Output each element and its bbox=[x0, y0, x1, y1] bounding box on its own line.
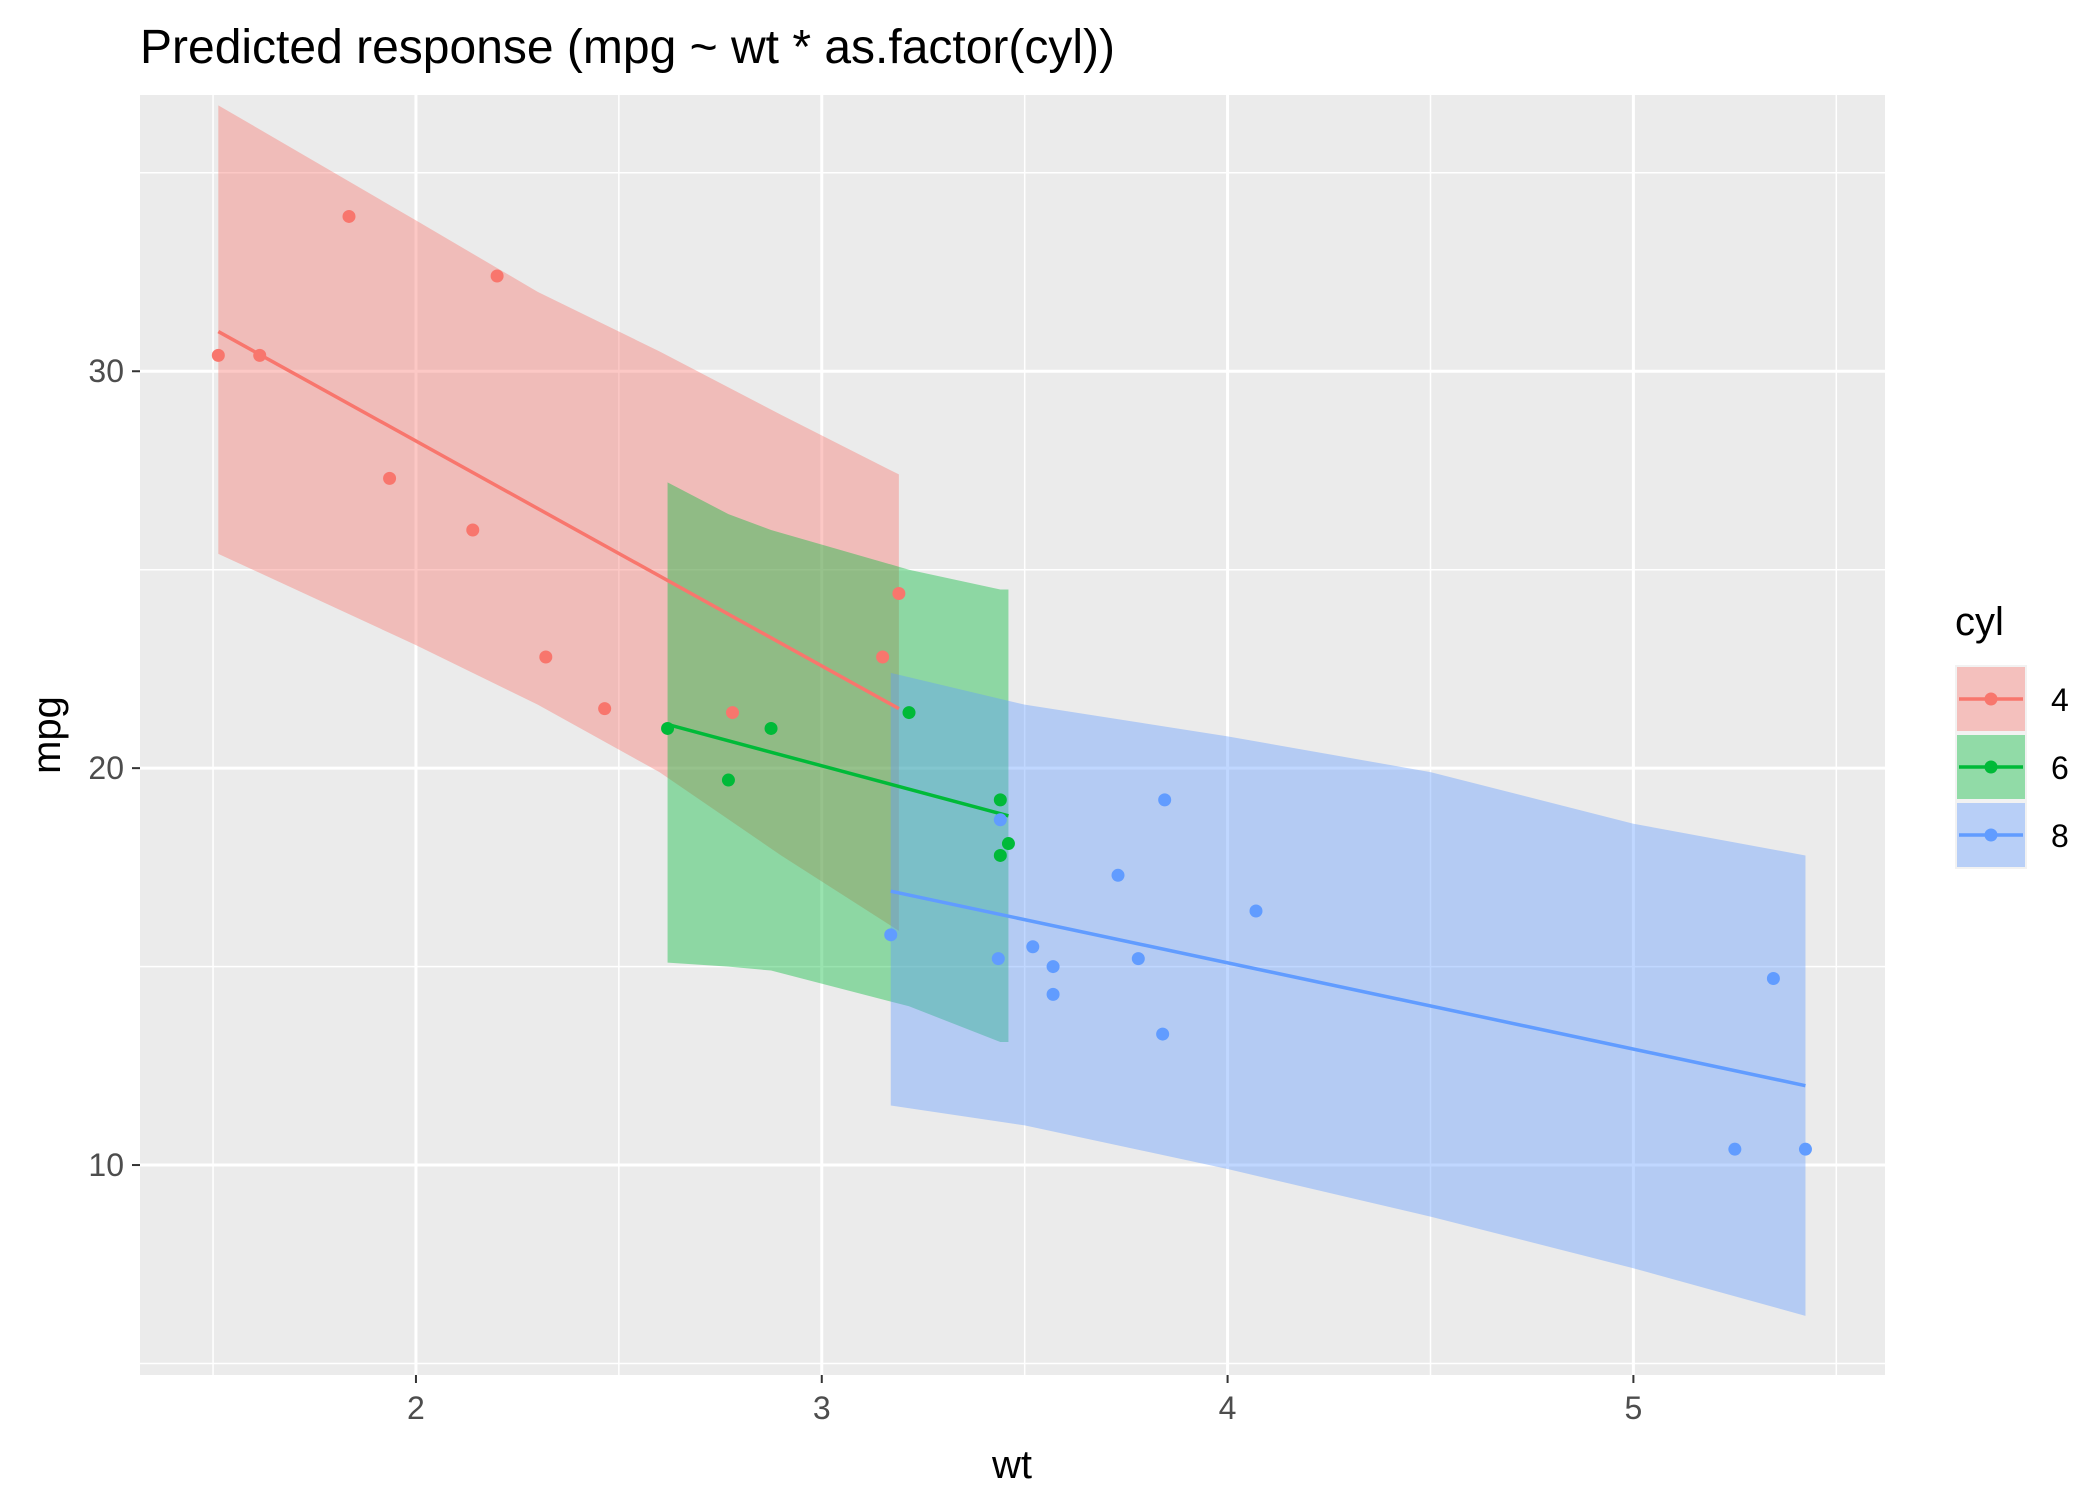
data-point-cyl-8 bbox=[1131, 952, 1145, 966]
confidence-band-cyl-6 bbox=[667, 482, 1009, 1043]
data-point-cyl-8 bbox=[1156, 1027, 1170, 1041]
legend: cyl 4 6 8 bbox=[1955, 600, 2069, 869]
data-points bbox=[211, 209, 1812, 1156]
data-point-cyl-4 bbox=[342, 209, 356, 223]
data-point-cyl-4 bbox=[892, 587, 906, 601]
data-point-cyl-4 bbox=[539, 650, 553, 664]
fit-line-cyl-8 bbox=[890, 889, 1806, 1088]
legend-title: cyl bbox=[1955, 600, 2004, 644]
data-point-cyl-8 bbox=[1798, 1142, 1812, 1156]
y-tick-label: 20 bbox=[88, 750, 124, 786]
x-tick-label: 5 bbox=[1624, 1390, 1642, 1426]
data-point-cyl-6 bbox=[721, 773, 735, 787]
legend-label-cyl-8: 8 bbox=[2051, 818, 2069, 854]
data-point-cyl-6 bbox=[764, 721, 778, 735]
data-point-cyl-8 bbox=[1046, 987, 1060, 1001]
data-point-cyl-6 bbox=[993, 793, 1007, 807]
data-point-cyl-6 bbox=[661, 721, 675, 735]
x-tick-label: 2 bbox=[407, 1390, 425, 1426]
x-axis-title: wt bbox=[991, 1443, 1032, 1487]
data-point-cyl-6 bbox=[902, 706, 916, 720]
y-tick-label: 10 bbox=[88, 1147, 124, 1183]
plot-panel bbox=[140, 95, 1885, 1375]
legend-label-cyl-4: 4 bbox=[2051, 682, 2069, 718]
data-point-cyl-8 bbox=[1046, 960, 1060, 974]
data-point-cyl-8 bbox=[991, 952, 1005, 966]
grid-major bbox=[140, 95, 1885, 1375]
chart-title: Predicted response (mpg ~ wt * as.factor… bbox=[140, 21, 1115, 74]
confidence-band-cyl-8 bbox=[890, 672, 1806, 1316]
y-axis: 10 20 30 bbox=[88, 353, 140, 1183]
data-point-cyl-8 bbox=[1158, 793, 1172, 807]
fit-lines bbox=[217, 330, 1806, 1088]
legend-key-point bbox=[1984, 828, 1998, 842]
data-point-cyl-6 bbox=[993, 848, 1007, 862]
data-point-cyl-4 bbox=[725, 706, 739, 720]
x-axis: 2 3 4 5 bbox=[407, 1375, 1642, 1426]
data-point-cyl-4 bbox=[466, 523, 480, 537]
data-point-cyl-8 bbox=[884, 928, 898, 942]
data-point-cyl-4 bbox=[253, 348, 267, 362]
data-point-cyl-4 bbox=[383, 471, 397, 485]
data-point-cyl-8 bbox=[1026, 940, 1040, 954]
x-tick-label: 4 bbox=[1219, 1390, 1237, 1426]
data-point-cyl-8 bbox=[1249, 904, 1263, 918]
data-point-cyl-8 bbox=[993, 813, 1007, 827]
data-point-cyl-4 bbox=[490, 269, 504, 283]
legend-key-point bbox=[1984, 692, 1998, 706]
x-tick-label: 3 bbox=[813, 1390, 831, 1426]
y-axis-title: mpg bbox=[25, 696, 69, 774]
fit-line-cyl-4 bbox=[217, 330, 900, 711]
grid-minor bbox=[140, 95, 1885, 1375]
data-point-cyl-6 bbox=[1001, 837, 1015, 851]
data-point-cyl-8 bbox=[1111, 868, 1125, 882]
data-point-cyl-8 bbox=[1728, 1142, 1742, 1156]
y-tick-label: 30 bbox=[88, 353, 124, 389]
fit-line-cyl-6 bbox=[667, 722, 1009, 818]
data-point-cyl-4 bbox=[598, 702, 612, 716]
legend-label-cyl-6: 6 bbox=[2051, 750, 2069, 786]
data-point-cyl-8 bbox=[1766, 971, 1780, 985]
legend-key-point bbox=[1984, 760, 1998, 774]
data-point-cyl-4 bbox=[211, 348, 225, 362]
data-point-cyl-4 bbox=[876, 650, 890, 664]
